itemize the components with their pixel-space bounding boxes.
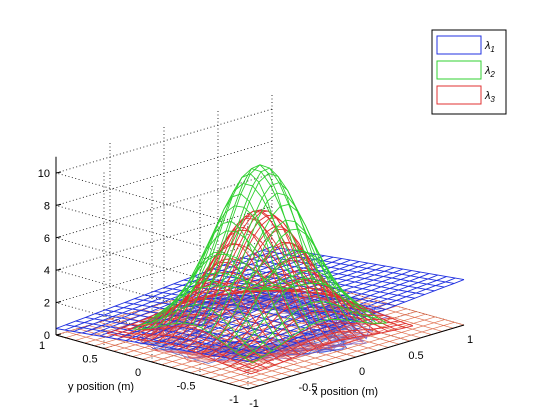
surface-line-lambda2 — [158, 230, 294, 327]
legend-label: λ2 — [484, 65, 495, 79]
surface-line-lambda3 — [228, 256, 373, 335]
surface-line-lambda3 — [178, 209, 342, 347]
legend-swatch — [436, 85, 482, 105]
legend-swatch — [436, 60, 482, 80]
surface-line-lambda1 — [64, 247, 281, 331]
x-tick-label: 0 — [359, 366, 365, 378]
y-axis-line — [55, 334, 249, 390]
surface-line-lambda3 — [268, 284, 414, 327]
legend: λ1 λ2 λ3 — [431, 29, 507, 115]
surface-line-lambda1 — [262, 249, 455, 284]
legend-label: λ1 — [484, 40, 495, 54]
z-tick-label: 0 — [44, 330, 50, 342]
legend-label: λ3 — [484, 90, 495, 104]
z-tick-mark — [55, 268, 62, 271]
axes — [55, 156, 465, 390]
z-tick-mark — [55, 171, 62, 174]
floor-line — [65, 273, 282, 339]
surface-line-lambda2 — [133, 285, 268, 330]
z-tick-mark — [55, 203, 62, 206]
tick-labels: 0 2 4 6 8 10 -1 -0.5 0 0.5 1 -1 -0.5 0 0.5 1 — [38, 168, 473, 410]
x-axis-line — [247, 324, 465, 390]
z-tick-mark — [55, 236, 62, 239]
surface-line-lambda1 — [252, 253, 445, 288]
surface-line-lambda2 — [209, 167, 330, 320]
x-tick-label: 1 — [467, 334, 473, 346]
surface-line-lambda3 — [204, 217, 349, 339]
y-tick-label: 1 — [39, 340, 45, 352]
surface-line-lambda3 — [114, 286, 277, 336]
surface-line-lambda1 — [271, 246, 465, 281]
x-tick-label: -1 — [249, 398, 259, 410]
surface-line-lambda3 — [195, 210, 341, 341]
z-tick-mark — [55, 301, 62, 304]
y-tick-label: 0.5 — [82, 354, 97, 366]
surface-line-lambda3 — [121, 288, 284, 337]
surface-line-lambda2 — [228, 203, 349, 321]
surface-line-lambda2 — [267, 282, 387, 324]
z-tick-label: 8 — [44, 200, 50, 212]
y-tick-label: 0 — [135, 367, 141, 379]
surface-line-lambda1 — [143, 261, 360, 344]
surface-line-lambda2 — [167, 205, 302, 325]
legend-swatch — [436, 35, 482, 55]
surface-line-lambda3 — [171, 210, 334, 345]
surface-line-lambda2 — [184, 168, 319, 324]
surface-line-lambda2 — [192, 164, 328, 325]
surface-line-lambda3 — [149, 243, 313, 342]
surface-line-lambda2 — [238, 228, 359, 322]
surface-line-lambda3 — [157, 229, 320, 343]
surface-line-lambda1 — [55, 246, 273, 329]
grid-line — [54, 108, 273, 228]
surface-lambda2 — [133, 164, 387, 364]
surface-line-lambda1 — [242, 257, 435, 292]
z-tick-mark — [55, 333, 62, 336]
surface-line-lambda3 — [260, 286, 406, 329]
z-tick-label: 4 — [44, 265, 50, 277]
surface-line-lambda2 — [175, 183, 311, 324]
y-tick-label: -1 — [229, 394, 239, 406]
x-tick-label: -0.5 — [299, 382, 318, 394]
z-tick-label: 2 — [44, 298, 50, 310]
surface-line-lambda2 — [257, 270, 378, 324]
y-tick-label: -0.5 — [177, 381, 196, 393]
surface-line-lambda2 — [219, 182, 340, 320]
y-axis-label: y position (m) — [68, 381, 134, 393]
x-tick-label: 0.5 — [408, 350, 423, 362]
x-axis-label: x position (m) — [312, 386, 378, 398]
z-tick-label: 6 — [44, 233, 50, 245]
surface-line-lambda2 — [141, 272, 276, 330]
z-tick-label: 10 — [38, 168, 50, 180]
floor-line — [271, 270, 465, 326]
surface-line-lambda3 — [212, 228, 357, 338]
surface-line-lambda2 — [248, 251, 368, 324]
